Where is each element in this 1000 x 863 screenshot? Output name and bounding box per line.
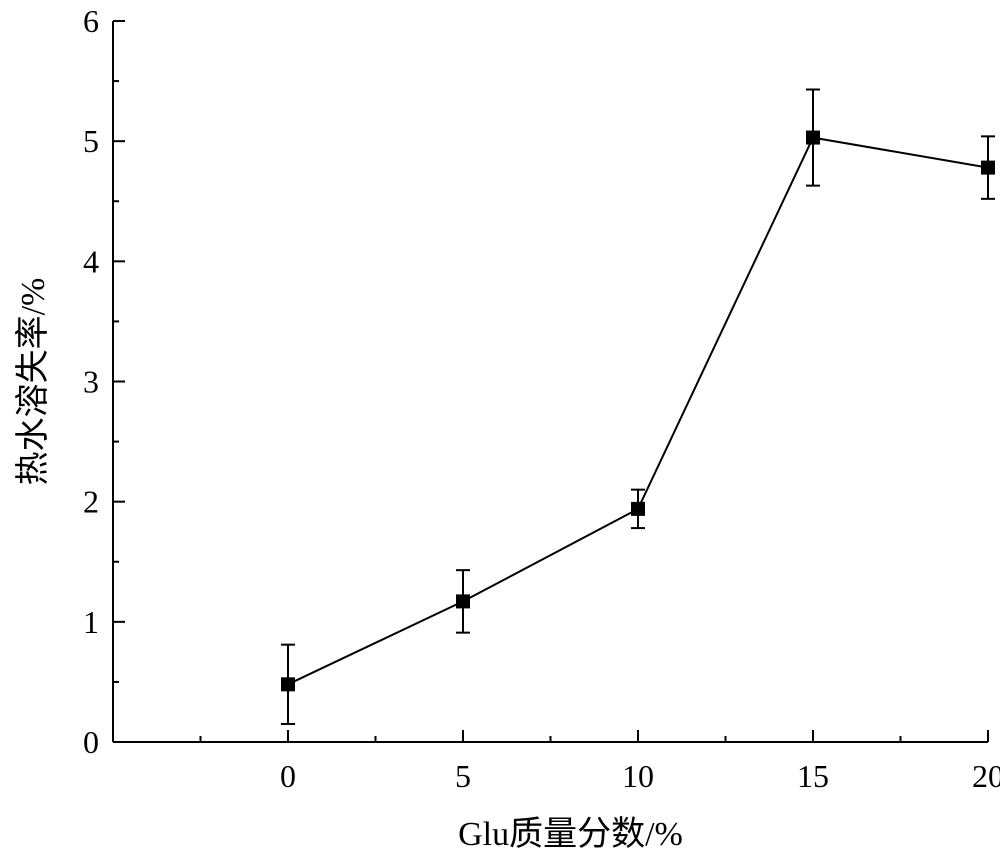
data-point-marker [281, 677, 295, 692]
y-tick-label: 0 [83, 724, 99, 760]
y-tick-label: 3 [83, 364, 99, 400]
series-lines [287, 136, 989, 686]
data-point-marker [806, 130, 820, 145]
y-tick-labels: 0 1 2 3 4 5 6 [83, 3, 99, 760]
markers [281, 130, 995, 692]
data-point-marker [456, 594, 470, 609]
y-tick-label: 4 [83, 243, 99, 279]
axes [112, 21, 988, 743]
x-tick-labels: 0 5 10 15 20 [280, 758, 1000, 794]
y-axis-title: 热水溶失率/% [14, 278, 52, 486]
error-bars [281, 88, 995, 725]
x-tick-label: 15 [797, 758, 829, 794]
y-tick-label: 6 [83, 3, 99, 39]
x-tick-label: 0 [280, 758, 296, 794]
y-ticks [113, 20, 125, 743]
y-tick-label: 2 [83, 484, 99, 520]
series-line [287, 136, 989, 686]
y-tick-label: 1 [83, 604, 99, 640]
data-point-marker [631, 501, 645, 516]
data-point-marker [981, 160, 995, 175]
x-axis-title: Glu质量分数/% [458, 815, 683, 853]
x-tick-label: 20 [972, 758, 1000, 794]
y-tick-label: 5 [83, 123, 99, 159]
x-tick-label: 10 [622, 758, 654, 794]
x-ticks [199, 730, 989, 742]
x-tick-label: 5 [455, 758, 471, 794]
